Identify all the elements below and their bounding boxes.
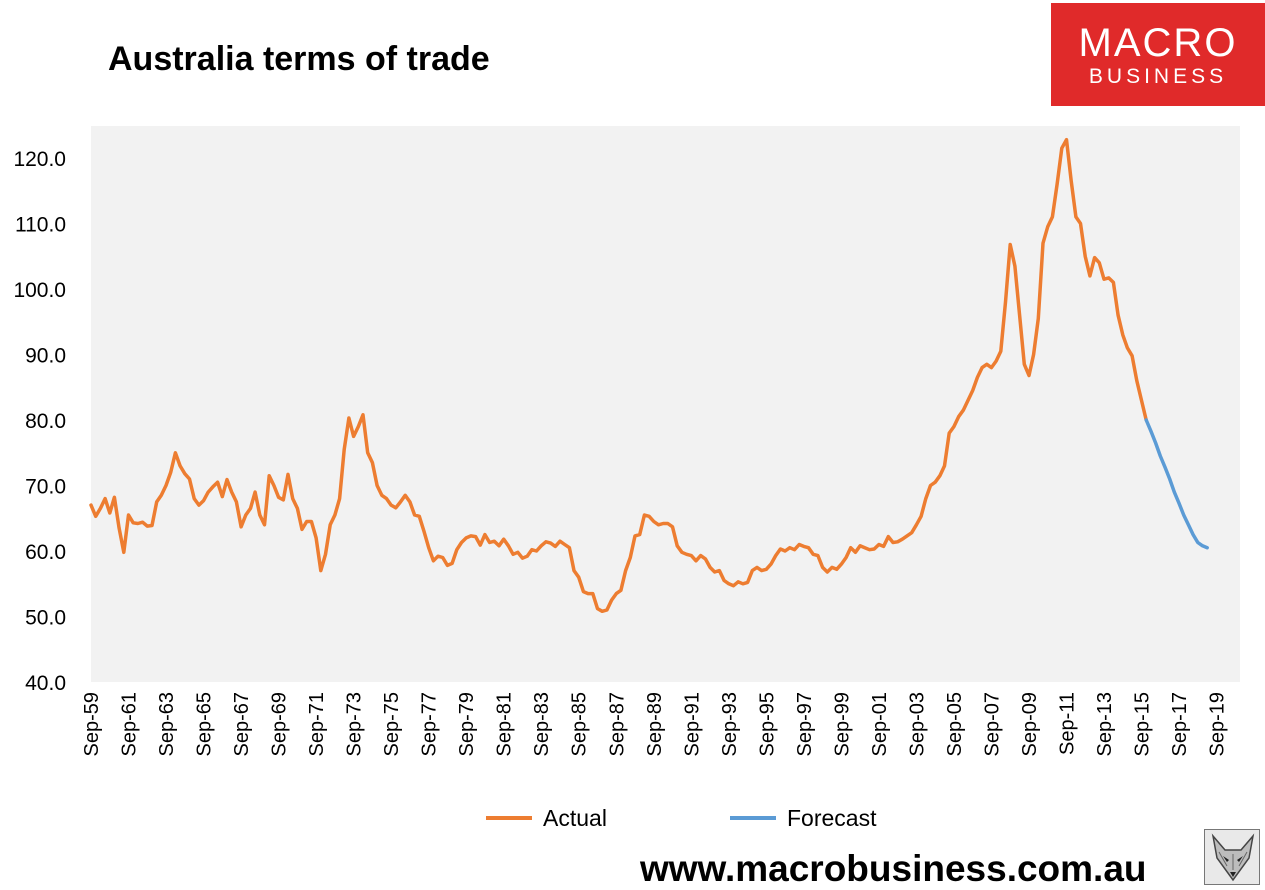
x-tick-label: Sep-59: [81, 692, 103, 757]
x-tick-label: Sep-73: [344, 692, 366, 757]
chart-title: Australia terms of trade: [108, 40, 490, 78]
x-tick-label: Sep-87: [606, 692, 628, 757]
x-tick-label: Sep-99: [831, 692, 853, 757]
y-tick-label: 100.0: [13, 279, 66, 302]
fox-head-icon: [1204, 829, 1260, 885]
x-tick-label: Sep-09: [1019, 692, 1041, 757]
x-axis: Sep-59 Sep-61 Sep-63 Sep-65 Sep-67 Sep-69 Sep-…: [81, 692, 1229, 757]
x-tick-label: Sep-65: [194, 692, 216, 757]
x-tick-label: Sep-05: [944, 692, 966, 757]
x-tick-label: Sep-11: [1056, 692, 1078, 755]
x-tick-label: Sep-13: [1094, 692, 1116, 757]
y-axis: 40.0 50.0 60.0 70.0 80.0 90.0 100.0 110.0 120.0: [13, 148, 66, 695]
x-tick-label: Sep-81: [494, 692, 516, 757]
website-url: www.macrobusiness.com.au: [640, 848, 1147, 889]
x-tick-label: Sep-71: [306, 692, 328, 757]
series-line-forecast: [1144, 418, 1209, 550]
x-tick-label: Sep-19: [1207, 692, 1229, 757]
y-tick-label: 70.0: [25, 476, 66, 499]
x-tick-label: Sep-03: [906, 692, 928, 757]
x-tick-label: Sep-07: [981, 692, 1003, 757]
macrobusiness-logo: MACRO BUSINESS: [1051, 3, 1265, 106]
x-tick-label: Sep-69: [269, 692, 291, 757]
plot-area: [91, 126, 1240, 682]
x-tick-label: Sep-93: [719, 692, 741, 757]
x-tick-label: Sep-95: [756, 692, 778, 757]
series-line-actual: [89, 137, 1148, 614]
y-tick-label: 110.0: [15, 214, 66, 237]
x-tick-label: Sep-75: [381, 692, 403, 757]
y-tick-label: 60.0: [25, 541, 66, 564]
x-tick-label: Sep-85: [569, 692, 591, 757]
y-tick-label: 50.0: [25, 607, 66, 630]
x-tick-label: Sep-79: [456, 692, 478, 757]
x-tick-label: Sep-91: [681, 692, 703, 757]
x-tick-label: Sep-61: [119, 692, 141, 757]
legend-forecast-label: Forecast: [787, 805, 877, 831]
logo-line-1: MACRO: [1078, 21, 1238, 65]
x-tick-label: Sep-01: [869, 692, 891, 757]
x-tick-label: Sep-17: [1169, 692, 1191, 757]
x-tick-label: Sep-97: [794, 692, 816, 757]
x-tick-label: Sep-63: [156, 692, 178, 757]
x-tick-label: Sep-89: [644, 692, 666, 757]
y-tick-label: 90.0: [25, 345, 66, 368]
x-tick-label: Sep-77: [419, 692, 441, 757]
x-tick-label: Sep-83: [531, 692, 553, 757]
series-lines: [89, 137, 1209, 614]
logo-line-2: BUSINESS: [1088, 65, 1228, 88]
y-tick-label: 80.0: [25, 410, 66, 433]
y-tick-label: 120.0: [13, 148, 66, 171]
x-tick-label: Sep-67: [231, 692, 253, 757]
x-tick-label: Sep-15: [1132, 692, 1154, 757]
y-tick-label: 40.0: [25, 672, 66, 695]
legend: Actual Forecast: [486, 805, 877, 831]
legend-actual-label: Actual: [543, 805, 607, 831]
